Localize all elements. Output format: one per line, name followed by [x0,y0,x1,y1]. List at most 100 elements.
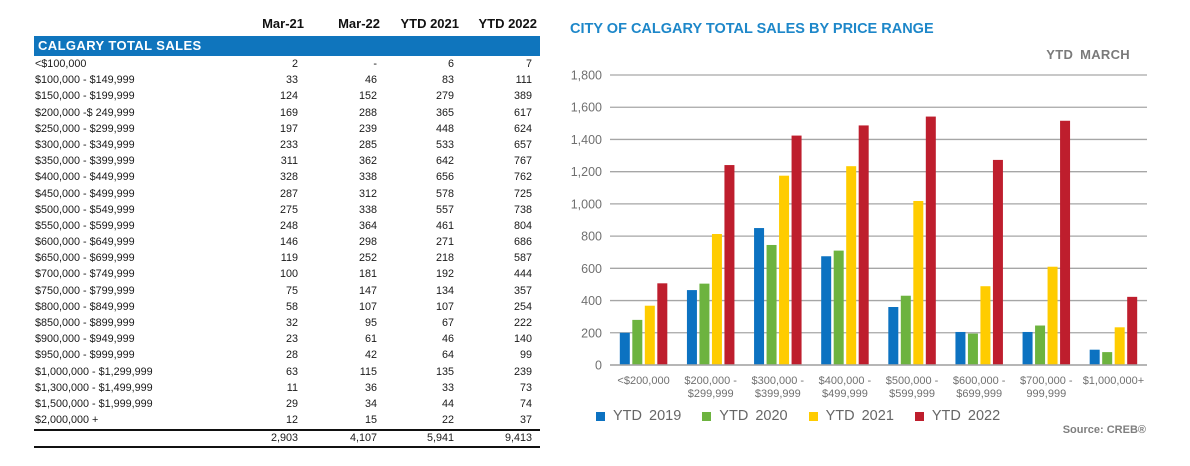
cell-value: 192 [435,268,454,281]
cell-value: 557 [435,203,454,216]
cell-value: 285 [358,138,377,151]
bar-ytd-2021-cat-0 [644,305,655,365]
totals-row: 2,903 4,107 5,941 9,413 [34,429,540,449]
cell-value: 134 [435,284,454,297]
x-tick-label: $700,000 - [1020,375,1073,387]
cell-value: 362 [358,155,377,168]
cell-value: 64 [441,349,454,362]
cell-value: 365 [435,106,454,119]
legend-item: YTD 2020 [702,408,788,424]
price-range-label: $800,000 - $849,999 [35,300,135,313]
cell-value: 124 [279,90,298,103]
cell-value: 46 [364,74,377,87]
cell-value: 115 [359,365,377,378]
cell-value: 252 [358,252,377,265]
bar-ytd-2022-cat-0 [657,283,668,365]
cell-value: 37 [519,414,532,427]
bar-ytd-2022-cat-7 [1127,296,1138,365]
y-tick-label: 400 [581,294,602,308]
cell-value: 239 [513,365,532,378]
bar-ytd-2021-cat-5 [980,286,991,365]
cell-value: 83 [441,74,454,87]
cell-value: 338 [358,171,377,184]
y-tick-label: 600 [581,262,602,276]
cell-value: 298 [358,236,377,249]
cell-value: 75 [285,284,298,297]
x-tick-label: <$200,000 [617,375,669,387]
price-range-label: $300,000 - $349,999 [35,138,135,151]
sales-table: Mar-21 Mar-22 YTD 2021 YTD 2022 CALGARY … [34,14,540,449]
table-row: $1,000,000 - $1,299,999 63 115 135 239 [34,364,540,380]
cell-value: 99 [519,349,532,362]
table-row: $350,000 - $399,999 311 362 642 767 [34,153,540,169]
cell-value: 254 [513,300,532,313]
cell-value: 73 [519,381,532,394]
bar-ytd-2020-cat-6 [1035,325,1046,365]
cell-value: 22 [441,414,454,427]
price-range-label: $250,000 - $299,999 [35,122,135,135]
cell-value: 23 [285,333,298,346]
price-range-label: $350,000 - $399,999 [35,155,135,168]
price-range-label: $200,000 -$ 249,999 [35,106,135,119]
bar-ytd-2022-cat-4 [925,116,936,365]
legend-swatch [596,411,605,421]
cell-value: 275 [279,203,298,216]
cell-value: 642 [435,155,454,168]
total-value: 5,941 [426,432,454,445]
cell-value: 287 [279,187,298,200]
y-tick-label: 800 [581,230,602,244]
bar-ytd-2019-cat-4 [888,307,899,365]
cell-value: 58 [285,300,298,313]
cell-value: 107 [435,300,454,313]
cell-value: 288 [358,106,377,119]
price-range-label: $1,300,000 - $1,499,999 [35,381,153,394]
cell-value: 6 [447,58,454,70]
cell-value: 738 [513,203,532,216]
bar-ytd-2020-cat-0 [632,319,643,365]
table-row: $2,000,000 + 12 15 22 37 [34,412,540,428]
price-range-label: $1,000,000 - $1,299,999 [35,365,153,378]
cell-value: 152 [358,90,377,103]
table-row: $1,300,000 - $1,499,999 11 36 33 73 [34,380,540,396]
table-row: $850,000 - $899,999 32 95 67 222 [34,315,540,331]
bar-ytd-2020-cat-5 [967,333,978,365]
cell-value: 100 [279,268,298,281]
table-header-row: Mar-21 Mar-22 YTD 2021 YTD 2022 [34,14,540,36]
total-value: 2,903 [270,432,298,445]
total-value: 4,107 [349,432,377,445]
table-row: $150,000 - $199,999 124 152 279 389 [34,88,540,104]
price-range-label: $500,000 - $549,999 [35,203,135,216]
cell-value: 624 [513,122,532,135]
bar-ytd-2021-cat-2 [779,175,790,365]
bar-ytd-2021-cat-1 [711,234,722,365]
bar-ytd-2020-cat-7 [1102,352,1113,365]
bar-ytd-2021-cat-3 [846,166,857,365]
legend-label: YTD 2019 [613,408,682,424]
cell-value: 364 [358,219,377,232]
price-range-label: $950,000 - $999,999 [35,349,135,362]
table-row: $600,000 - $649,999 146 298 271 686 [34,234,540,250]
x-tick-label: $500,000 - [886,375,939,387]
cell-value: 686 [513,236,532,249]
price-range-label: $600,000 - $649,999 [35,236,135,249]
table-row: $400,000 - $449,999 328 338 656 762 [34,169,540,185]
bar-ytd-2022-cat-5 [992,159,1003,365]
cell-value: 42 [364,349,377,362]
cell-value: 146 [279,236,298,249]
table-row: $450,000 - $499,999 287 312 578 725 [34,186,540,202]
y-tick-label: 1,200 [571,165,602,179]
bar-ytd-2022-cat-1 [724,165,735,365]
x-tick-label: $699,999 [956,388,1002,400]
cell-value: 32 [285,317,298,329]
cell-value: 312 [358,187,377,200]
cell-value: 448 [435,122,454,135]
table-body: <$100,000 2-6 7 $100,000 - $149,999 33 46 83 11… [34,56,540,428]
legend-swatch [914,411,924,421]
column-header: YTD 2022 [478,16,537,31]
y-tick-label: 200 [581,326,602,340]
x-tick-label: $400,000 - [819,375,872,387]
cell-value: 140 [513,333,532,346]
price-range-label: $450,000 - $499,999 [35,187,135,200]
cell-value: 461 [435,219,454,232]
cell-value: 36 [364,381,377,394]
